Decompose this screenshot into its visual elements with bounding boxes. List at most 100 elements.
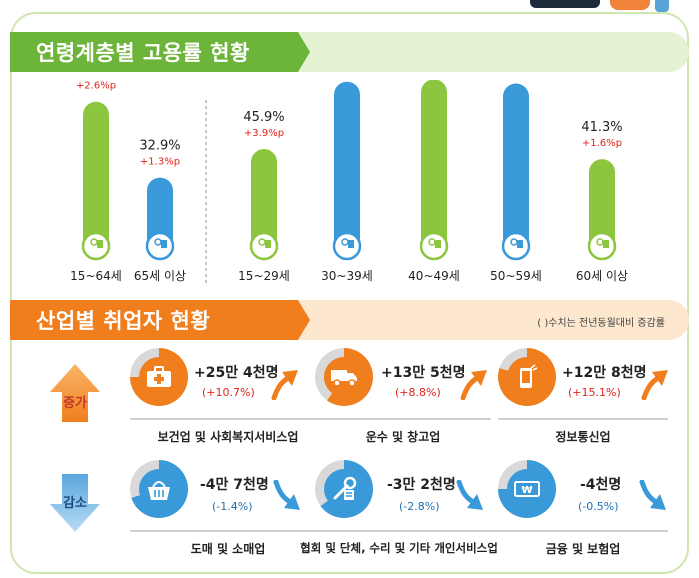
money-bill-icon: ₩ xyxy=(514,481,540,497)
decrease-label: 감소 xyxy=(63,496,87,511)
worker-icon xyxy=(332,231,362,261)
industry-icon-circle xyxy=(139,357,179,397)
industry-value: -4만 7천명 xyxy=(200,477,269,493)
age-section-title: 연령계층별 고용률 현황 xyxy=(36,41,250,65)
trend-up-icon xyxy=(641,370,668,400)
industry-change: (-1.4%) xyxy=(212,500,253,513)
industry-ring: ₩ xyxy=(498,460,556,518)
bar xyxy=(589,159,615,252)
trend-down-icon xyxy=(273,480,300,510)
increase-label: 증가 xyxy=(63,396,87,411)
first-aid-kit-icon xyxy=(147,366,171,387)
worker-icon xyxy=(419,231,449,261)
change-label: +3.9%p xyxy=(244,128,284,139)
industry-change: (-0.5%) xyxy=(578,500,619,513)
value-label: 41.3% xyxy=(581,120,622,135)
industry-section-header: 산업별 취업자 현황 ( )수치는 전년동월대비 증감률 xyxy=(10,300,689,340)
document-icon xyxy=(265,240,271,248)
industry-icon-circle: ₩ xyxy=(507,469,547,509)
smartphone-icon xyxy=(520,364,538,388)
header-tab xyxy=(10,32,310,72)
decorative-figure xyxy=(610,0,650,10)
document-icon xyxy=(435,240,441,248)
change-label: +1.3%p xyxy=(140,157,180,168)
age-section-header: 연령계층별 고용률 현황 xyxy=(10,32,689,72)
category-label: 65세 이상 xyxy=(134,269,186,283)
change-rate-note: ( )수치는 전년동월대비 증감률 xyxy=(537,318,665,329)
divider-line xyxy=(498,530,668,532)
trend-up-icon xyxy=(271,370,298,400)
category-label: 60세 이상 xyxy=(576,269,628,283)
divider-line xyxy=(130,530,326,532)
industry-icon-circle xyxy=(324,357,364,397)
bar xyxy=(334,81,360,252)
divider-line xyxy=(295,530,505,532)
industry-value: +12만 8천명 xyxy=(562,365,647,381)
change-label: +2.6%p xyxy=(76,81,116,92)
document-icon xyxy=(348,240,354,248)
bar xyxy=(421,80,447,252)
industry-name: 운수 및 창고업 xyxy=(365,430,441,444)
document-icon xyxy=(603,240,609,248)
category-label: 15~29세 xyxy=(238,269,290,283)
worker-icon xyxy=(81,231,111,261)
down-arrow-icon xyxy=(50,474,100,532)
trend-up-icon xyxy=(460,370,487,400)
tools-icon xyxy=(333,476,357,500)
delivery-truck-icon xyxy=(331,370,357,387)
category-label: 15~64세 xyxy=(70,269,122,283)
industry-section-title: 산업별 취업자 현황 xyxy=(36,309,211,333)
industry-change: (+8.8%) xyxy=(395,386,441,399)
bar xyxy=(83,101,109,252)
category-label: 50~59세 xyxy=(490,269,542,283)
industry-ring xyxy=(130,460,188,518)
increase-group-label: 증가 xyxy=(48,362,102,424)
category-label: 30~39세 xyxy=(321,269,373,283)
svg-text:₩: ₩ xyxy=(521,485,532,496)
industry-ring xyxy=(315,348,373,406)
industry-name: 보건업 및 사회복지서비스업 xyxy=(157,430,299,444)
industry-value: -4천명 xyxy=(580,477,622,493)
divider-line xyxy=(498,418,668,420)
worker-icon xyxy=(587,231,617,261)
industry-name: 정보통신업 xyxy=(555,430,611,444)
industry-icon-circle xyxy=(139,469,179,509)
value-label: 32.9% xyxy=(139,139,180,154)
worker-icon xyxy=(145,231,175,261)
worker-icon xyxy=(501,231,531,261)
industry-name: 협회 및 단체, 수리 및 기타 개인서비스업 xyxy=(300,541,498,555)
industry-icon-circle xyxy=(507,357,547,397)
industry-icon-circle xyxy=(324,469,364,509)
value-label: 45.9% xyxy=(243,110,284,125)
bar xyxy=(503,83,529,253)
industry-value: -3만 2천명 xyxy=(387,477,456,493)
industry-ring xyxy=(498,348,556,406)
header-tab xyxy=(10,300,310,340)
bar xyxy=(251,149,277,252)
industry-change: (+10.7%) xyxy=(202,386,255,399)
change-label: +1.6%p xyxy=(582,138,622,149)
infographic-frame xyxy=(10,12,689,574)
industry-ring xyxy=(130,348,188,406)
shopping-basket-icon xyxy=(148,481,170,500)
document-icon xyxy=(517,240,523,248)
decorative-figure xyxy=(655,0,669,12)
industry-change: (-2.8%) xyxy=(399,500,440,513)
industry-value: +25만 4천명 xyxy=(194,365,279,381)
up-arrow-icon xyxy=(50,364,100,422)
document-icon xyxy=(161,240,167,248)
industry-name: 금융 및 보험업 xyxy=(545,542,621,556)
decrease-group-label: 감소 xyxy=(48,472,102,534)
divider-line xyxy=(315,418,491,420)
trend-down-icon xyxy=(456,480,483,510)
worker-icon xyxy=(249,231,279,261)
divider-line xyxy=(130,418,326,420)
decorative-figure xyxy=(530,0,600,8)
industry-value: +13만 5천명 xyxy=(381,365,466,381)
document-icon xyxy=(97,240,103,248)
trend-down-icon xyxy=(639,480,666,510)
industry-ring xyxy=(315,460,373,518)
industry-name: 도매 및 소매업 xyxy=(190,542,266,556)
industry-change: (+15.1%) xyxy=(568,386,621,399)
